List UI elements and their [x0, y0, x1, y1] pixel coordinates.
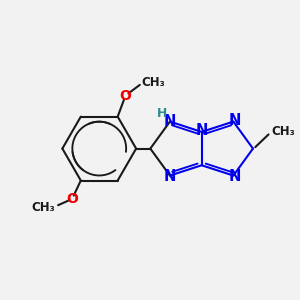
- Text: N: N: [164, 114, 176, 129]
- Text: N: N: [196, 123, 208, 138]
- Text: O: O: [120, 89, 132, 103]
- Text: CH₃: CH₃: [32, 201, 55, 214]
- Text: N: N: [164, 169, 176, 184]
- Text: CH₃: CH₃: [272, 125, 295, 138]
- Text: H: H: [157, 106, 167, 120]
- Text: N: N: [229, 113, 241, 128]
- Text: N: N: [229, 169, 241, 184]
- Text: O: O: [66, 192, 78, 206]
- Text: CH₃: CH₃: [142, 76, 166, 89]
